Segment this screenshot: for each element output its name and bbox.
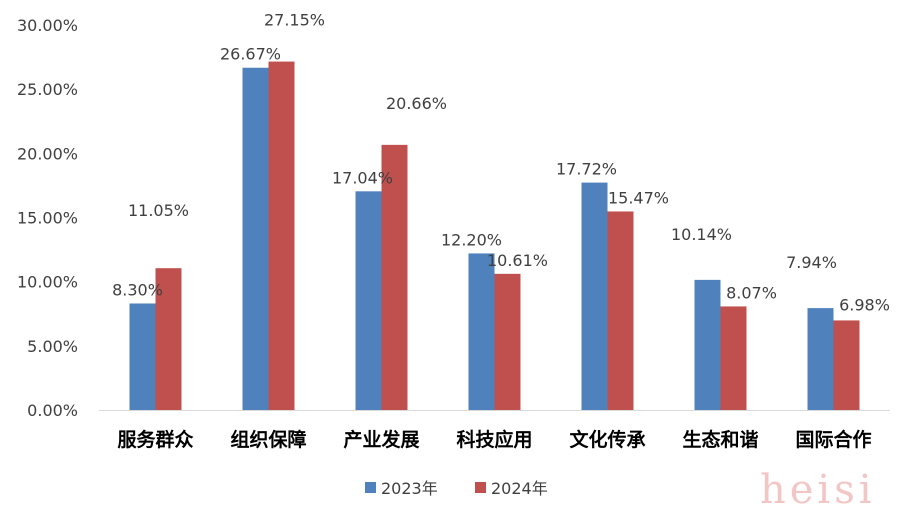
bar-series1	[807, 308, 834, 410]
x-category-label: 生态和谐	[682, 428, 758, 451]
x-category-label: 文化传承	[569, 428, 645, 451]
legend-label: 2024年	[491, 479, 548, 498]
data-label: 6.98%	[839, 295, 890, 314]
y-tick-label: 25.00%	[17, 80, 78, 99]
bar-series1	[129, 303, 156, 410]
data-label: 27.15%	[264, 11, 325, 30]
data-label: 17.72%	[556, 160, 617, 179]
bar-series1	[242, 67, 269, 411]
bar-series2	[607, 211, 634, 410]
data-label: 8.07%	[726, 283, 777, 302]
x-category-label: 科技应用	[456, 428, 532, 451]
bars-group	[129, 61, 860, 411]
bar-series2	[720, 306, 747, 410]
bar-series2	[494, 273, 521, 410]
legend-swatch	[475, 482, 486, 493]
y-tick-label: 0.00%	[27, 401, 78, 420]
y-tick-label: 30.00%	[17, 16, 78, 35]
data-label: 7.94%	[786, 253, 837, 272]
y-tick-label: 10.00%	[17, 273, 78, 292]
bar-series2	[155, 268, 182, 410]
data-label: 11.05%	[128, 201, 189, 220]
x-category-label: 国际合作	[795, 428, 871, 451]
watermark-text: heisi	[760, 467, 876, 513]
data-label: 20.66%	[386, 94, 447, 113]
bar-series2	[833, 320, 860, 410]
bar-series2	[268, 61, 295, 410]
x-category-label: 组织保障	[230, 428, 306, 451]
y-tick-label: 15.00%	[17, 209, 78, 228]
x-axis-categories: 服务群众 组织保障 产业发展 科技应用 文化传承 生态和谐 国际合作	[117, 428, 871, 451]
x-category-label: 服务群众	[117, 428, 193, 451]
data-label: 10.61%	[487, 251, 548, 270]
legend-label: 2023年	[381, 479, 438, 498]
x-category-label: 产业发展	[343, 428, 419, 451]
bar-series1	[581, 182, 608, 410]
y-tick-label: 20.00%	[17, 144, 78, 163]
legend: 2023年 2024年	[365, 479, 548, 498]
bar-series2	[381, 144, 408, 410]
bar-series1	[468, 253, 495, 410]
data-label: 10.14%	[671, 225, 732, 244]
data-label: 15.47%	[608, 188, 669, 207]
data-label: 17.04%	[332, 168, 393, 187]
data-label: 26.67%	[220, 45, 281, 64]
bar-series1	[355, 191, 382, 410]
y-axis-ticks: 0.00% 5.00% 10.00% 15.00% 20.00% 25.00% 30.00%	[17, 16, 78, 420]
data-labels-group: 8.30% 11.05% 26.67% 27.15% 17.04% 20.66% 12.20…	[112, 11, 890, 315]
legend-swatch	[365, 482, 376, 493]
bar-series1	[694, 279, 721, 410]
data-label: 8.30%	[112, 280, 163, 299]
data-label: 12.20%	[441, 230, 502, 249]
y-tick-label: 5.00%	[27, 337, 78, 356]
